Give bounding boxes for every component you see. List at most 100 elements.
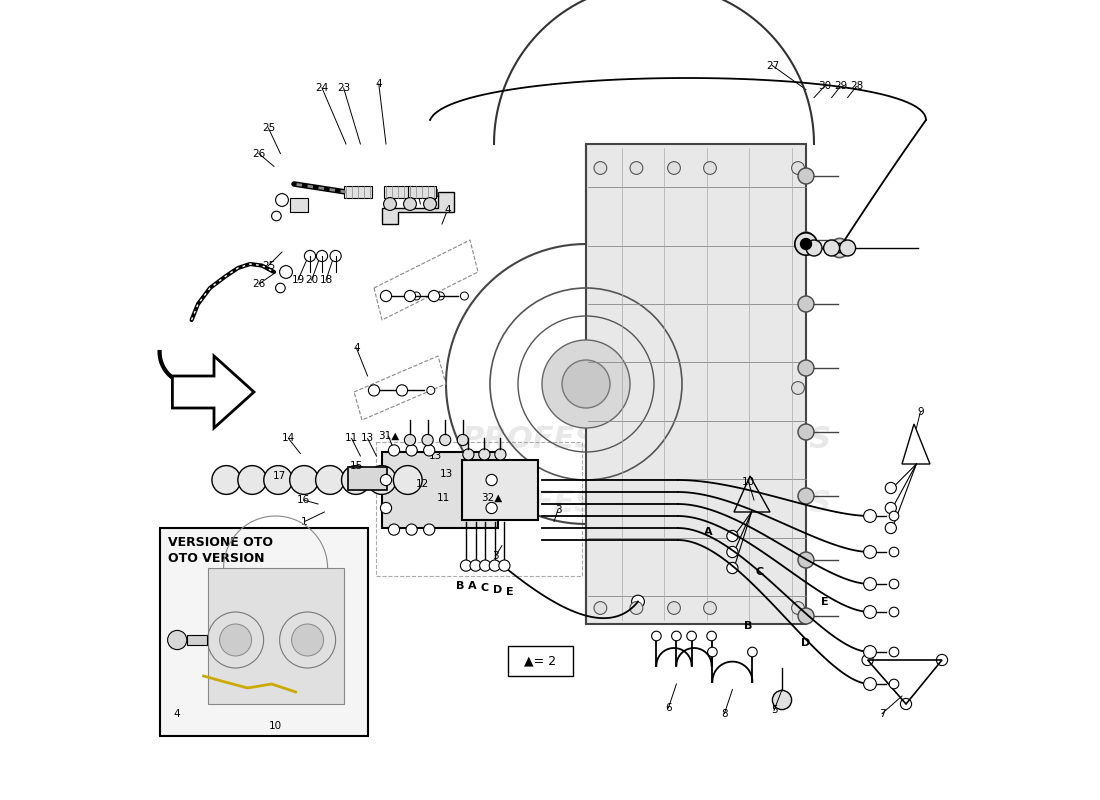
Circle shape — [839, 240, 856, 256]
Circle shape — [889, 511, 899, 521]
Text: D: D — [802, 638, 811, 648]
Circle shape — [292, 624, 323, 656]
Circle shape — [480, 560, 491, 571]
Text: 21: 21 — [428, 189, 441, 198]
Circle shape — [167, 630, 187, 650]
Circle shape — [901, 698, 912, 710]
Circle shape — [798, 232, 814, 248]
Bar — [382, 452, 498, 528]
Text: 29: 29 — [834, 82, 847, 91]
Text: B: B — [456, 581, 464, 590]
Circle shape — [707, 647, 717, 657]
Circle shape — [886, 522, 896, 534]
Circle shape — [394, 466, 422, 494]
Circle shape — [486, 502, 497, 514]
Circle shape — [862, 654, 873, 666]
Circle shape — [238, 466, 266, 494]
Text: 15: 15 — [350, 461, 363, 470]
Circle shape — [388, 445, 399, 456]
Bar — [343, 186, 373, 198]
Circle shape — [381, 502, 392, 514]
Circle shape — [798, 608, 814, 624]
Circle shape — [305, 250, 316, 262]
Bar — [208, 568, 343, 704]
Text: 31▲: 31▲ — [377, 431, 399, 441]
Text: D: D — [493, 586, 502, 595]
Bar — [384, 186, 412, 198]
Circle shape — [264, 466, 293, 494]
Circle shape — [272, 211, 282, 221]
Circle shape — [889, 607, 899, 617]
Text: 4: 4 — [375, 79, 382, 89]
Circle shape — [367, 466, 396, 494]
Circle shape — [424, 198, 437, 210]
Text: 25: 25 — [262, 123, 275, 133]
Text: 11: 11 — [437, 494, 450, 503]
Circle shape — [864, 510, 877, 522]
Text: 30: 30 — [817, 82, 830, 91]
Circle shape — [830, 238, 849, 258]
Text: 3: 3 — [554, 505, 561, 514]
Bar — [462, 460, 538, 520]
Text: E: E — [821, 597, 828, 606]
Text: PROFESSIONALPARTS: PROFESSIONALPARTS — [461, 490, 832, 518]
Text: 7: 7 — [879, 709, 886, 718]
Text: 18: 18 — [319, 275, 332, 285]
Bar — [290, 198, 308, 212]
Circle shape — [562, 360, 611, 408]
Circle shape — [631, 595, 645, 608]
Circle shape — [792, 382, 804, 394]
Circle shape — [384, 198, 396, 210]
Text: 1: 1 — [301, 517, 308, 526]
Circle shape — [668, 162, 681, 174]
Text: E: E — [506, 587, 514, 597]
Circle shape — [630, 602, 642, 614]
Circle shape — [864, 646, 877, 658]
Circle shape — [864, 678, 877, 690]
Circle shape — [412, 292, 420, 300]
Text: 4: 4 — [353, 343, 360, 353]
Circle shape — [798, 168, 814, 184]
Circle shape — [727, 562, 738, 574]
Text: A: A — [469, 581, 476, 590]
Text: 14: 14 — [282, 434, 295, 443]
Text: OTO VERSION: OTO VERSION — [167, 552, 264, 565]
Circle shape — [279, 266, 293, 278]
Circle shape — [542, 340, 630, 428]
Text: A: A — [704, 527, 713, 537]
Circle shape — [835, 243, 845, 253]
Circle shape — [798, 360, 814, 376]
Circle shape — [594, 602, 607, 614]
Text: 9: 9 — [917, 407, 924, 417]
Circle shape — [330, 250, 341, 262]
Text: 25: 25 — [262, 261, 275, 270]
Circle shape — [824, 240, 839, 256]
Circle shape — [864, 546, 877, 558]
Text: 10: 10 — [270, 722, 283, 731]
Circle shape — [478, 449, 490, 460]
Polygon shape — [173, 356, 254, 428]
Circle shape — [381, 290, 392, 302]
Circle shape — [406, 445, 417, 456]
Circle shape — [422, 434, 433, 446]
Circle shape — [704, 162, 716, 174]
Circle shape — [406, 524, 417, 535]
Circle shape — [772, 690, 792, 710]
Text: 19: 19 — [292, 275, 305, 285]
Circle shape — [440, 434, 451, 446]
Circle shape — [405, 290, 416, 302]
Circle shape — [458, 434, 469, 446]
Text: VERSIONE OTO: VERSIONE OTO — [167, 536, 273, 549]
Circle shape — [424, 445, 434, 456]
Text: 20: 20 — [305, 275, 318, 285]
Circle shape — [798, 424, 814, 440]
Text: 6: 6 — [666, 703, 672, 713]
Bar — [507, 646, 573, 676]
Circle shape — [889, 647, 899, 657]
Circle shape — [404, 198, 417, 210]
Circle shape — [220, 624, 252, 656]
Circle shape — [748, 647, 757, 657]
Bar — [408, 186, 437, 198]
Circle shape — [668, 602, 681, 614]
Text: 28: 28 — [850, 82, 864, 91]
